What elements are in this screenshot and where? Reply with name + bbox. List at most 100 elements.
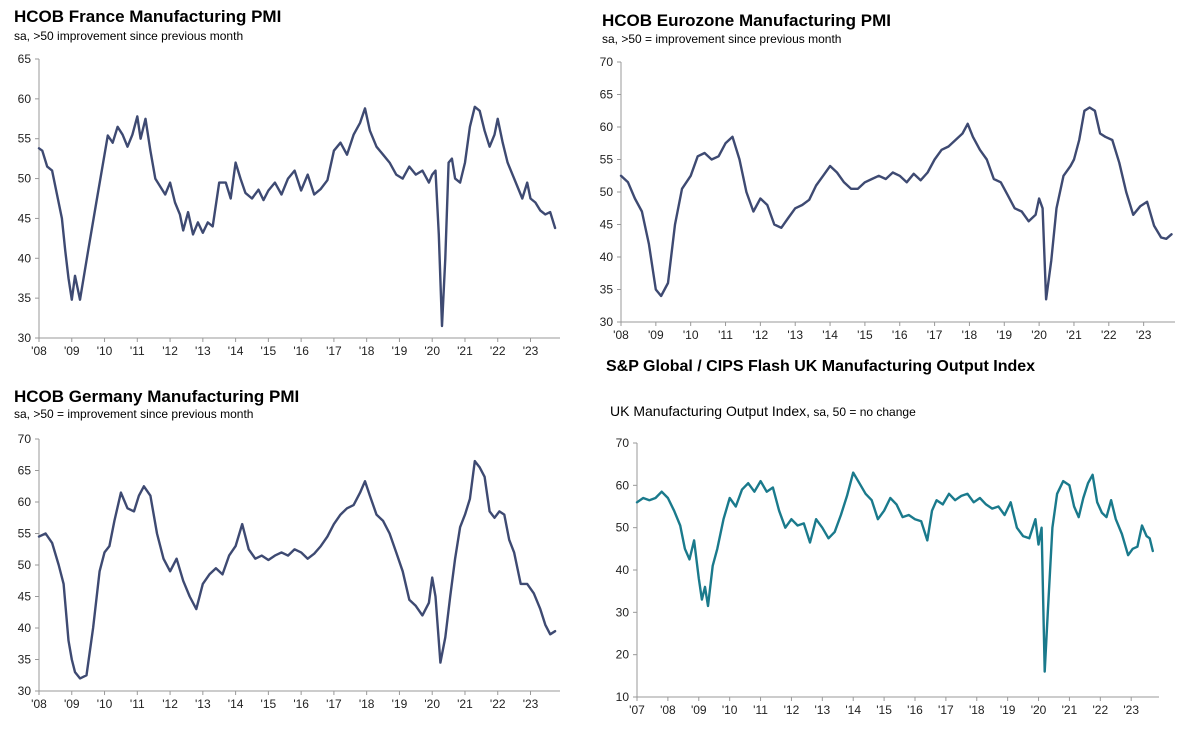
eurozone-x-tick-label: '17 (927, 328, 943, 342)
germany-x-tick-label: '16 (293, 697, 309, 711)
france-y-tick-label: 40 (18, 251, 32, 265)
uk-y-tick-label: 60 (616, 478, 630, 492)
uk-x-tick-label: '13 (815, 703, 831, 717)
germany-y-tick-label: 30 (18, 684, 32, 698)
uk-chart-subtitle-small: sa, 50 = no change (810, 405, 916, 419)
uk-x-tick-label: '11 (753, 703, 768, 717)
germany-y-tick-label: 60 (18, 495, 32, 509)
germany-x-tick-label: '20 (424, 697, 440, 711)
eurozone-x-tick-label: '23 (1136, 328, 1152, 342)
france-series-line (37, 105, 557, 328)
france-x-tick-label: '22 (490, 344, 506, 358)
france-x-tick-label: '18 (359, 344, 375, 358)
germany-x-tick-label: '18 (359, 697, 375, 711)
uk-output-panel: S&P Global / CIPS Flash UK Manufacturing… (590, 350, 1200, 733)
eurozone-x-tick-label: '10 (683, 328, 699, 342)
eurozone-x-tick-label: '21 (1066, 328, 1082, 342)
germany-x-tick-label: '23 (523, 697, 539, 711)
eurozone-y-tick-label: 40 (600, 250, 614, 264)
uk-x-tick-label: '07 (629, 703, 645, 717)
uk-line-chart: 10 20 30 40 50 60 70 '07 '08 '09 '10 '11 '12 '13 '14 '1… (616, 436, 1159, 717)
germany-x-tick-label: '08 (31, 697, 47, 711)
germany-pmi-panel: HCOB Germany Manufacturing PMI sa, >50 =… (0, 380, 590, 733)
uk-x-tick-label: '22 (1092, 703, 1108, 717)
germany-chart-subtitle: sa, >50 = improvement since previous mon… (14, 407, 254, 421)
uk-chart-subtitle-main: UK Manufacturing Output Index, (610, 403, 810, 419)
france-y-tick-label: 55 (18, 132, 32, 146)
eurozone-x-tick-label: '19 (996, 328, 1012, 342)
france-x-tick-label: '19 (392, 344, 408, 358)
uk-y-tick-label: 40 (616, 563, 630, 577)
eurozone-series-line (619, 106, 1173, 301)
france-x-tick-label: '09 (64, 344, 80, 358)
germany-y-tick-label: 35 (18, 653, 32, 667)
uk-x-tick-label: '23 (1123, 703, 1139, 717)
uk-x-tick-label: '09 (691, 703, 707, 717)
uk-y-tick-label: 20 (616, 648, 630, 662)
france-y-tick-label: 50 (18, 172, 32, 186)
eurozone-x-tick-label: '12 (753, 328, 769, 342)
eurozone-x-tick-label: '11 (718, 328, 733, 342)
uk-x-tick-label: '21 (1062, 703, 1078, 717)
eurozone-y-tick-label: 55 (600, 153, 614, 167)
uk-x-tick-label: '10 (722, 703, 738, 717)
germany-y-tick-label: 65 (18, 464, 32, 478)
uk-y-tick-label: 10 (616, 690, 630, 704)
eurozone-y-tick-label: 35 (600, 283, 614, 297)
germany-x-tick-label: '09 (64, 697, 80, 711)
germany-x-tick-label: '12 (162, 697, 178, 711)
germany-x-tick-label: '13 (195, 697, 211, 711)
france-x-tick-label: '20 (424, 344, 440, 358)
uk-chart-subtitle: UK Manufacturing Output Index, sa, 50 = … (610, 403, 916, 419)
france-x-tick-label: '15 (261, 344, 277, 358)
france-pmi-panel: HCOB France Manufacturing PMI sa, >50 im… (0, 0, 590, 366)
france-x-tick-label: '21 (457, 344, 473, 358)
france-y-tick-label: 35 (18, 291, 32, 305)
uk-series-line (635, 471, 1154, 673)
germany-y-tick-label: 40 (18, 621, 32, 635)
eurozone-chart-title: HCOB Eurozone Manufacturing PMI (602, 11, 891, 30)
uk-y-tick-label: 30 (616, 605, 630, 619)
uk-x-tick-label: '08 (660, 703, 676, 717)
uk-x-tick-label: '19 (1000, 703, 1016, 717)
france-y-tick-label: 45 (18, 211, 32, 225)
uk-x-tick-label: '18 (969, 703, 985, 717)
uk-x-tick-label: '14 (845, 703, 861, 717)
france-y-tick-label: 30 (18, 331, 32, 345)
eurozone-y-tick-label: 50 (600, 185, 614, 199)
germany-y-tick-label: 45 (18, 590, 32, 604)
eurozone-y-tick-label: 70 (600, 55, 614, 69)
uk-x-tick-label: '12 (784, 703, 800, 717)
eurozone-y-tick-label: 45 (600, 218, 614, 232)
france-chart-subtitle: sa, >50 improvement since previous month (14, 29, 244, 43)
germany-x-tick-label: '14 (228, 697, 244, 711)
france-y-tick-label: 60 (18, 92, 32, 106)
eurozone-x-tick-label: '20 (1031, 328, 1047, 342)
france-x-tick-label: '11 (130, 344, 145, 358)
eurozone-x-tick-label: '15 (857, 328, 873, 342)
germany-x-tick-label: '22 (490, 697, 506, 711)
eurozone-x-tick-label: '22 (1101, 328, 1117, 342)
france-x-tick-label: '14 (228, 344, 244, 358)
eurozone-y-tick-label: 60 (600, 120, 614, 134)
germany-y-tick-label: 70 (18, 432, 32, 446)
eurozone-chart-subtitle: sa, >50 = improvement since previous mon… (602, 32, 842, 46)
eurozone-y-tick-label: 65 (600, 88, 614, 102)
germany-x-tick-label: '11 (130, 697, 145, 711)
eurozone-line-chart: 30 35 40 45 50 55 60 65 70 '08 '09 '10 '11 '12 '13 '14 '… (600, 55, 1175, 342)
uk-y-tick-label: 50 (616, 521, 630, 535)
eurozone-x-tick-label: '13 (787, 328, 803, 342)
eurozone-x-tick-label: '18 (962, 328, 978, 342)
france-x-tick-label: '23 (523, 344, 539, 358)
eurozone-x-tick-label: '09 (648, 328, 664, 342)
germany-x-tick-label: '17 (326, 697, 342, 711)
germany-y-tick-label: 55 (18, 527, 32, 541)
france-x-tick-label: '10 (97, 344, 113, 358)
france-x-tick-label: '16 (293, 344, 309, 358)
uk-x-tick-label: '15 (876, 703, 892, 717)
germany-x-tick-label: '21 (457, 697, 473, 711)
france-x-tick-label: '13 (195, 344, 211, 358)
germany-x-tick-label: '19 (392, 697, 408, 711)
uk-x-tick-label: '17 (938, 703, 954, 717)
eurozone-y-tick-label: 30 (600, 315, 614, 329)
